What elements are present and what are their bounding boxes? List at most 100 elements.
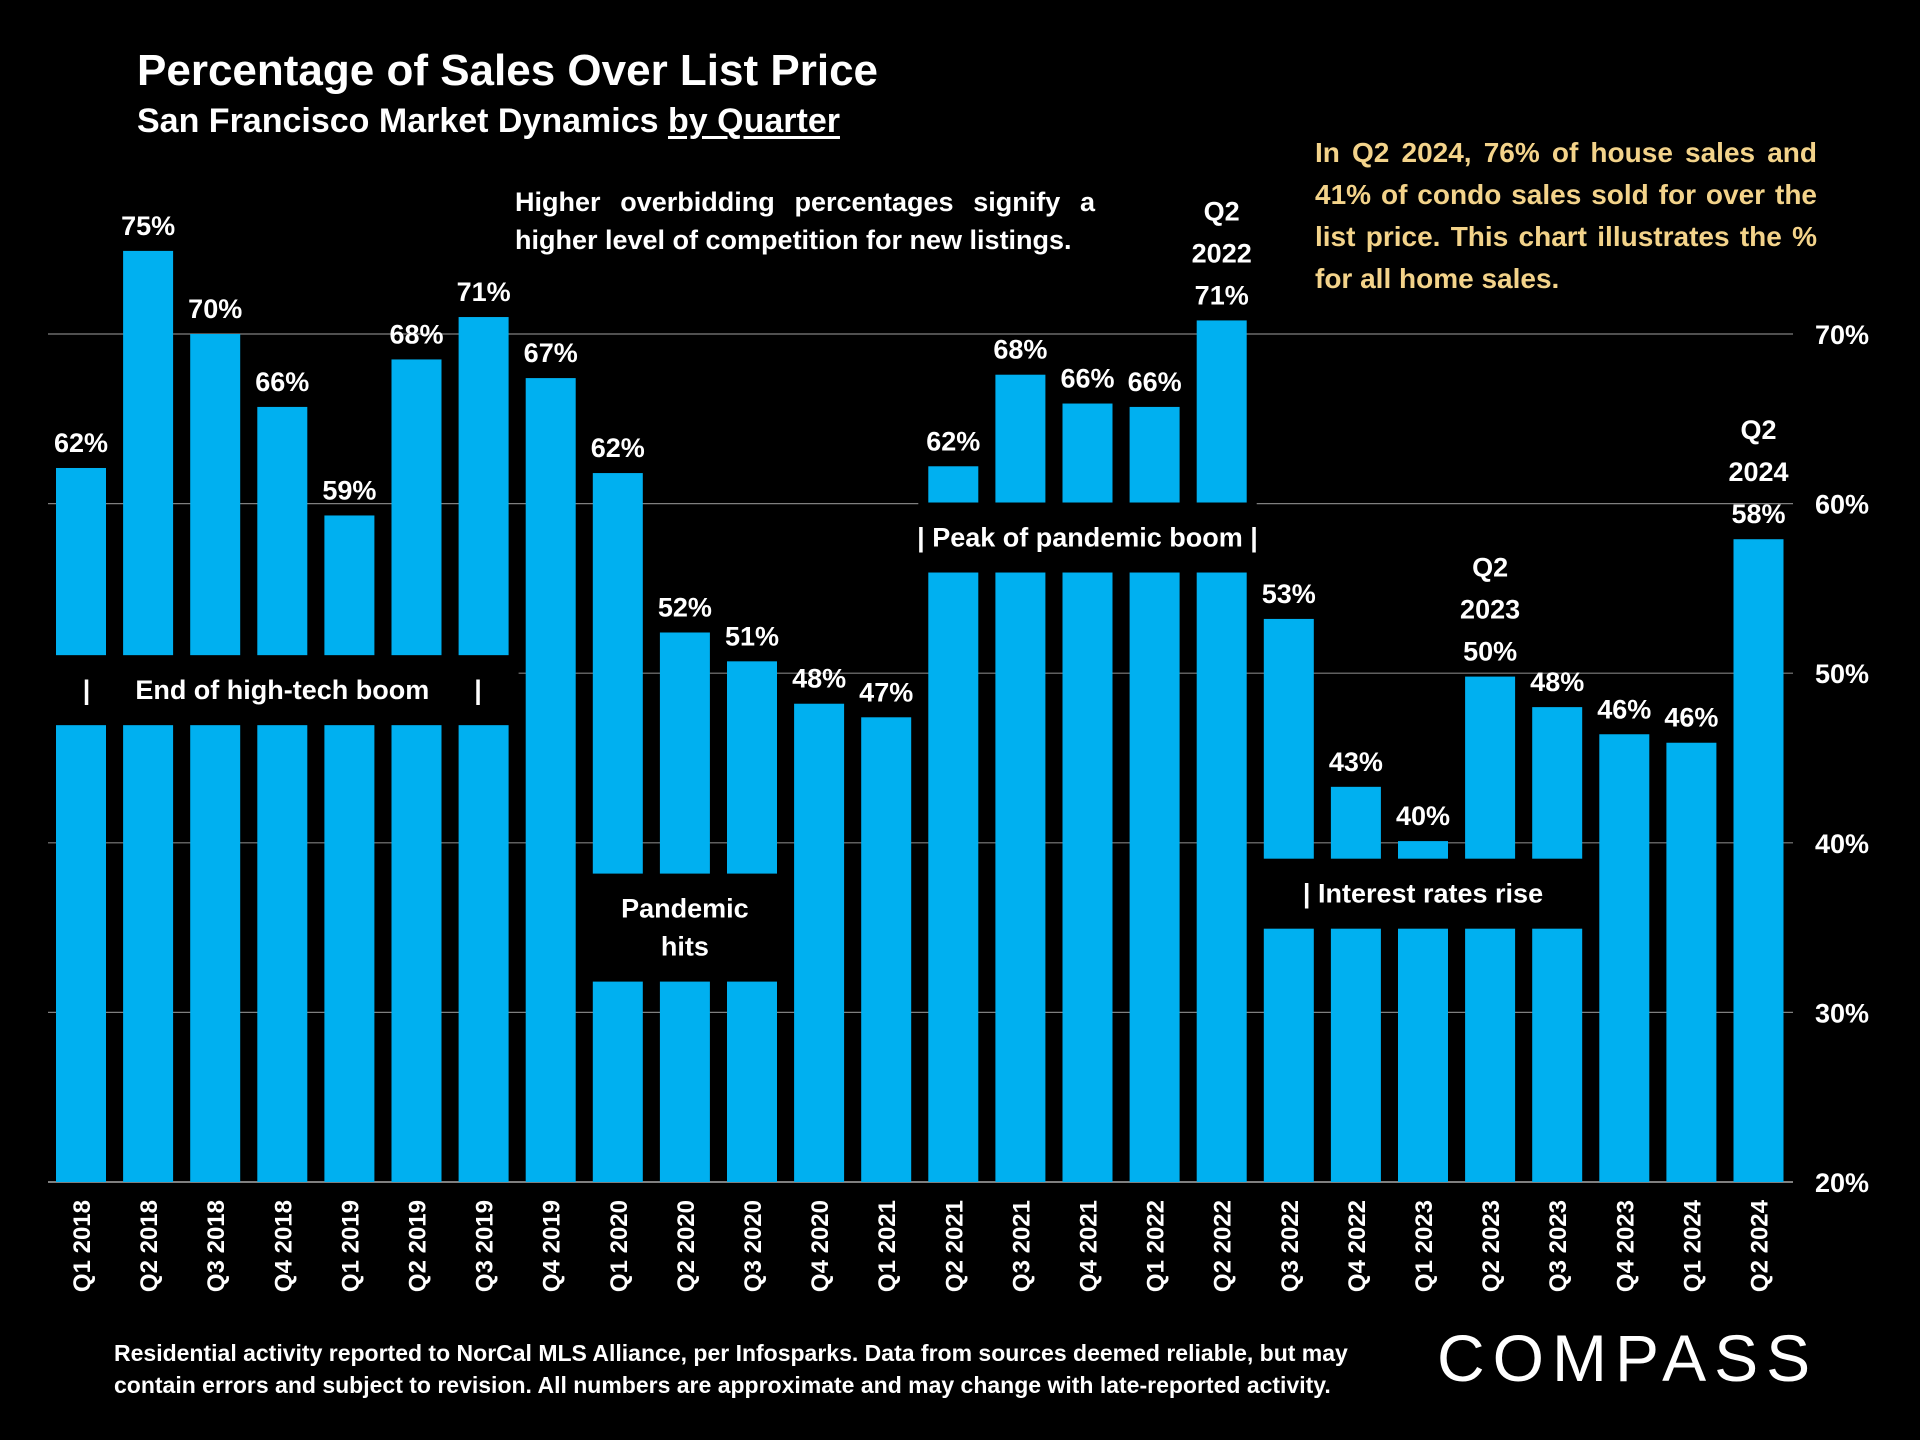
value-label: 47%: [859, 677, 913, 707]
bar: [1666, 742, 1717, 1182]
bar: [928, 466, 979, 1183]
value-label: 62%: [54, 428, 108, 458]
value-label: 70%: [188, 294, 242, 324]
bar: [324, 515, 375, 1182]
bar: [1733, 539, 1784, 1182]
x-tick-label: Q3 2020: [740, 1200, 767, 1292]
value-label: 48%: [1530, 667, 1584, 697]
x-tick-label: Q4 2023: [1612, 1200, 1639, 1292]
y-tick-label: 30%: [1815, 998, 1869, 1028]
x-tick-label: Q4 2020: [807, 1200, 834, 1292]
y-tick-label: 20%: [1815, 1168, 1869, 1198]
x-tick-label: Q2 2019: [405, 1200, 432, 1292]
source-footnote: Residential activity reported to NorCal …: [114, 1340, 1348, 1398]
bar: [458, 317, 509, 1182]
x-tick-label: Q4 2021: [1076, 1200, 1103, 1292]
value-label: 71%: [1195, 280, 1249, 310]
subtitle-prefix: San Francisco Market Dynamics: [137, 102, 669, 140]
x-tick-label: Q3 2019: [472, 1200, 499, 1292]
value-label: 75%: [121, 211, 175, 241]
value-label: 62%: [591, 433, 645, 463]
bar: [257, 406, 308, 1183]
x-tick-label: Q2 2021: [941, 1200, 968, 1292]
period-label: 2024: [1728, 457, 1788, 487]
x-tick-label: Q2 2018: [136, 1200, 163, 1292]
value-label: 68%: [993, 335, 1047, 365]
x-tick-label: Q1 2021: [874, 1200, 901, 1292]
bar: [995, 374, 1046, 1183]
value-label: 46%: [1597, 694, 1651, 724]
chart-subtitle: San Francisco Market Dynamics by Quarter: [137, 102, 840, 141]
end-of-high-tech-boom-box: [46, 655, 519, 726]
bar: [56, 467, 106, 1182]
value-label: 59%: [322, 475, 376, 505]
value-label: 68%: [389, 319, 443, 349]
pandemic-hits-box: [582, 873, 787, 982]
peak-of-pandemic-boom-label: | Peak of pandemic boom |: [917, 523, 1258, 553]
value-label: 66%: [1128, 367, 1182, 397]
bar: [1465, 676, 1516, 1182]
x-tick-label: Q3 2022: [1277, 1200, 1304, 1292]
subtitle-by-quarter: by Quarter: [668, 102, 840, 140]
q2-2024-callout: In Q2 2024, 76% of house sales and 41% o…: [1315, 137, 1817, 294]
x-tick-label: Q1 2019: [337, 1200, 364, 1292]
bar: [592, 473, 643, 1182]
value-label: 67%: [524, 338, 578, 368]
overbidding-note: Higher overbidding percentages signify a…: [515, 187, 1095, 255]
period-label: Q2: [1740, 415, 1776, 445]
x-tick-label: Q2 2024: [1747, 1199, 1774, 1292]
x-tick-label: Q3 2021: [1008, 1200, 1035, 1292]
x-tick-label: Q4 2022: [1344, 1200, 1371, 1292]
end-of-high-tech-boom-label: | End of high-tech boom |: [83, 675, 482, 705]
interest-rates-rise-box: [1253, 858, 1593, 929]
value-label: 43%: [1329, 747, 1383, 777]
chart-title: Percentage of Sales Over List Price: [137, 46, 879, 95]
x-tick-label: Q1 2023: [1411, 1200, 1438, 1292]
bar: [1196, 320, 1247, 1182]
bar: [391, 359, 442, 1182]
value-label: 53%: [1262, 579, 1316, 609]
period-label: 2022: [1192, 238, 1252, 268]
x-tick-label: Q4 2018: [270, 1200, 297, 1292]
pandemic-hits-label: Pandemic: [621, 894, 749, 924]
value-label: 51%: [725, 621, 779, 651]
pandemic-hits-label: hits: [661, 932, 709, 962]
value-label: 66%: [1060, 364, 1114, 394]
x-tick-label: Q2 2020: [673, 1200, 700, 1292]
value-label: 46%: [1664, 703, 1718, 733]
y-tick-label: 40%: [1815, 829, 1869, 859]
value-label: 52%: [658, 592, 712, 622]
bar: [1599, 734, 1650, 1182]
period-label: Q2: [1472, 553, 1508, 583]
x-tick-label: Q4 2019: [539, 1200, 566, 1292]
y-tick-label: 50%: [1815, 659, 1869, 689]
x-tick-label: Q1 2022: [1143, 1200, 1170, 1292]
period-label: 2023: [1460, 595, 1520, 625]
value-label: 66%: [255, 367, 309, 397]
period-label: Q2: [1204, 196, 1240, 226]
interest-rates-rise-label: | Interest rates rise: [1303, 879, 1543, 909]
bar: [525, 378, 576, 1182]
value-label: 40%: [1396, 801, 1450, 831]
value-label: 62%: [926, 426, 980, 456]
bar: [1532, 707, 1583, 1182]
value-label: 58%: [1731, 499, 1785, 529]
compass-logo: COMPASS: [1437, 1321, 1819, 1395]
x-tick-label: Q1 2018: [69, 1200, 96, 1292]
bar: [1330, 786, 1381, 1182]
bar: [861, 717, 912, 1182]
y-tick-label: 70%: [1815, 320, 1869, 350]
x-tick-label: Q1 2024: [1679, 1199, 1706, 1292]
x-tick-label: Q3 2023: [1545, 1200, 1572, 1292]
value-label: 50%: [1463, 637, 1517, 667]
peak-of-pandemic-boom-box: [918, 502, 1257, 573]
x-tick-label: Q2 2022: [1210, 1200, 1237, 1292]
value-label: 71%: [457, 277, 511, 307]
x-tick-label: Q1 2020: [606, 1200, 633, 1292]
y-tick-label: 60%: [1815, 490, 1869, 520]
value-label: 48%: [792, 664, 846, 694]
bar: [190, 334, 241, 1182]
x-tick-label: Q2 2023: [1478, 1200, 1505, 1292]
bar: [794, 703, 845, 1182]
